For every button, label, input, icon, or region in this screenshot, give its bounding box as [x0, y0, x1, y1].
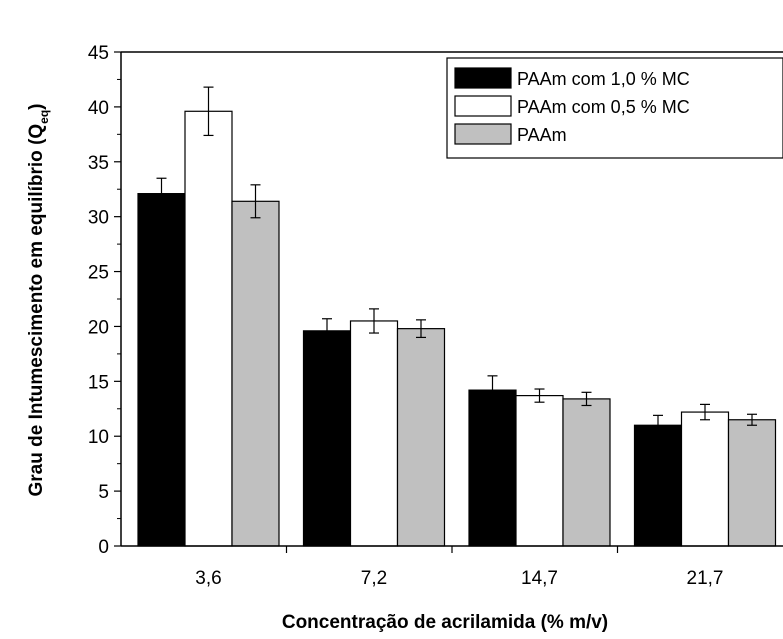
y-tick-label-10: 10	[88, 427, 109, 448]
y-tick-label-0: 0	[98, 537, 109, 558]
bar-series-2-7,2	[349, 320, 399, 547]
bar-series-3-14,7	[562, 398, 611, 547]
y-axis-title-main: Grau de Intumescimento em equilíbrio (Q	[26, 124, 47, 497]
legend-label-series-3: PAAm	[517, 125, 567, 145]
y-tick-label-5: 5	[98, 482, 109, 503]
bar-series-2-21,7	[680, 411, 730, 547]
legend-label-series-2: PAAm com 0,5 % MC	[517, 97, 690, 117]
legend-swatch-series-2	[454, 95, 512, 117]
y-tick-label-30: 30	[88, 208, 109, 229]
bar-series-1-14,7	[468, 389, 517, 547]
bar-series-2-3,6	[184, 110, 233, 547]
plot-layer	[137, 86, 777, 547]
axis-layer: 0 5 10 15 20 25 30 35 40 45 3,6 7,2 14,7 21,7	[88, 43, 783, 589]
y-tick-label-20: 20	[88, 317, 109, 338]
bar-series-3-3,6	[231, 200, 280, 547]
legend-swatch-series-3	[454, 123, 512, 145]
y-tick-label-15: 15	[88, 372, 109, 393]
y-axis-title-close: )	[26, 103, 47, 109]
x-tick-label-3,6: 3,6	[195, 568, 221, 589]
bar-series-2-14,7	[515, 395, 564, 547]
x-tick-label-7,2: 7,2	[361, 568, 387, 589]
y-tick-label-40: 40	[88, 98, 109, 119]
x-tick-label-21,7: 21,7	[687, 568, 724, 589]
legend-label-series-1: PAAm com 1,0 % MC	[517, 69, 690, 89]
x-axis-title: Concentração de acrilamida (% m/v)	[282, 612, 608, 633]
y-axis-title-subscript: eq	[37, 110, 51, 124]
y-tick-label-35: 35	[88, 153, 109, 174]
bar-series-1-21,7	[633, 424, 683, 547]
y-tick-label-25: 25	[88, 263, 109, 284]
bar-series-1-3,6	[137, 193, 186, 547]
bar-series-3-21,7	[727, 419, 777, 547]
bar-series-1-7,2	[302, 330, 352, 547]
x-tick-label-14,7: 14,7	[521, 568, 558, 589]
bar-series-3-7,2	[396, 328, 446, 547]
legend: PAAm com 1,0 % MC PAAm com 0,5 % MC PAAm	[446, 57, 783, 159]
y-tick-label-45: 45	[88, 43, 109, 64]
legend-swatch-series-1	[454, 67, 512, 89]
y-axis-title: Grau de Intumescimento em equilíbrio (Qe…	[26, 103, 51, 496]
